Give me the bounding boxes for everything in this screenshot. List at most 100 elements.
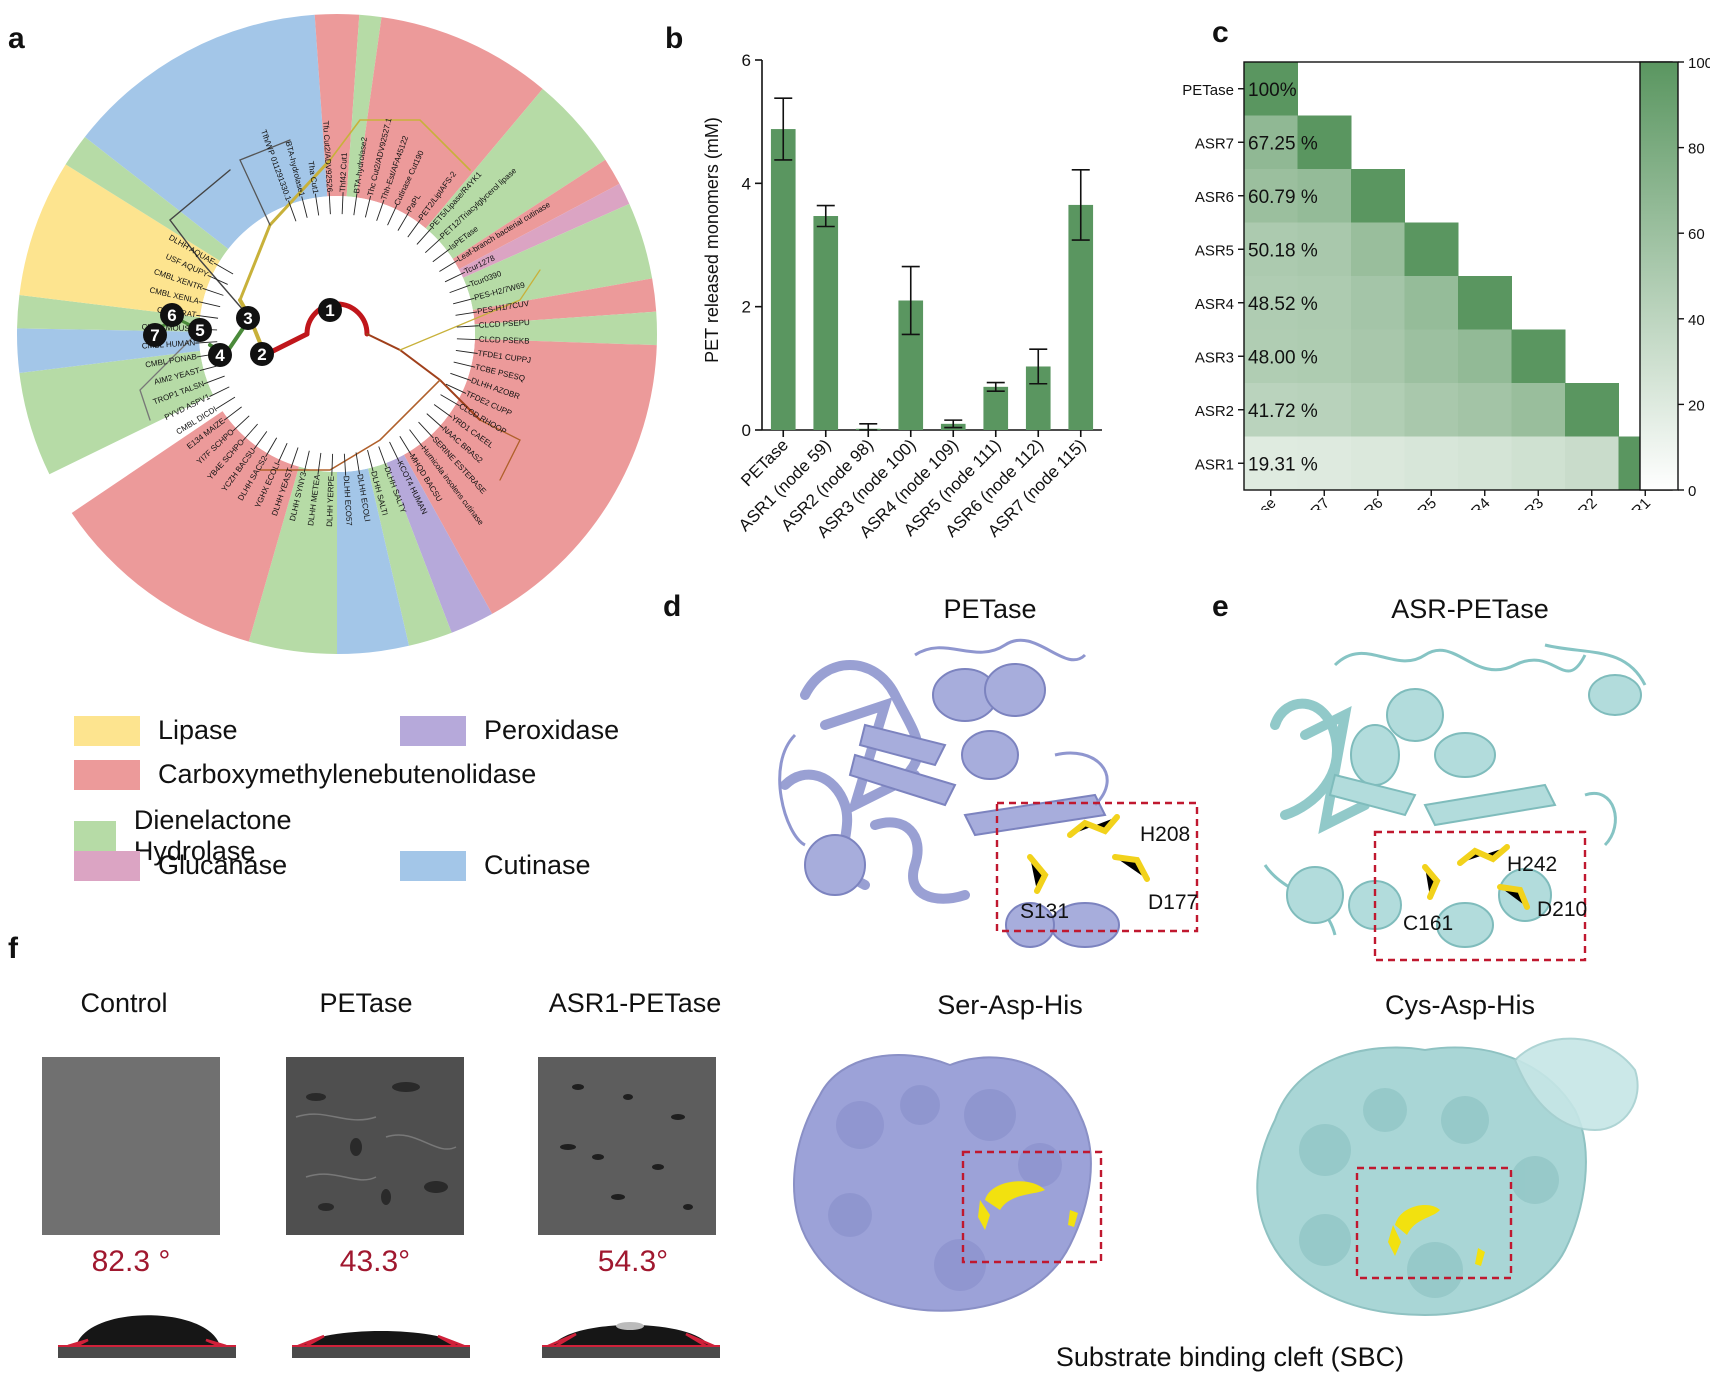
row-label: ASR1: [1195, 456, 1234, 473]
legend-swatch-cutinase: [400, 850, 466, 881]
legend-item-carboxymethylenebutenolidase: Carboxymethylenebutenolidase: [74, 759, 536, 790]
leaf-branch: [455, 311, 478, 316]
heatmap-cell: [1351, 436, 1405, 491]
identity-value: 41.72 %: [1248, 401, 1318, 422]
error-bar: [1029, 348, 1048, 385]
node-marker: [236, 306, 260, 330]
y-tick-label: 6: [742, 51, 751, 70]
legend-swatch-lipase: [74, 715, 140, 746]
panel-label-b: b: [665, 22, 684, 55]
heatmap-cell: [1297, 222, 1352, 277]
leaf-branch: [301, 196, 308, 218]
sem-image-control: [42, 1057, 220, 1235]
heatmap-cell: [1244, 383, 1298, 437]
identity-heatmap: PETase ASR7 ASR6 ASR5 ASR4 ASR3 ASR2 ASR1 100% 6…: [1182, 55, 1710, 510]
petase-cartoon-structure: H208 S131 D177: [778, 638, 1198, 948]
identity-value: 100%: [1248, 80, 1297, 101]
heatmap-cell: [1511, 383, 1566, 437]
structure-title-petase: PETase: [943, 594, 1037, 624]
leaf-label: Thf42 Cut1: [338, 152, 349, 192]
heatmap-cell: [1297, 436, 1352, 491]
node-number: 4: [215, 346, 225, 365]
node-number: 7: [150, 326, 159, 345]
panel-label-e: e: [1212, 590, 1229, 623]
leaf-branch: [456, 325, 479, 328]
leaf-label: CMBL MOUSE: [141, 323, 195, 334]
tree-sector: [425, 88, 606, 259]
row-label: PETase: [1182, 82, 1234, 99]
colorbar-tick-label: 0: [1688, 483, 1696, 500]
droplet-petase: [292, 1331, 470, 1358]
node-marker: [143, 323, 167, 347]
leaf-branch: [328, 192, 331, 215]
residue-label: D210: [1537, 898, 1587, 921]
residue-label: H242: [1507, 853, 1557, 876]
legend-label: Dienelactone Hydrolase: [133, 805, 292, 866]
panel-label-a: a: [8, 22, 25, 55]
leaf-branch: [196, 314, 219, 319]
identity-value: 48.52 %: [1248, 294, 1318, 315]
node-number: 3: [243, 309, 252, 328]
node-marker: [208, 343, 232, 367]
heatmap-cell: [1404, 276, 1459, 330]
node-number: 1: [325, 301, 334, 320]
heatmap-cell: [1244, 169, 1298, 223]
leaf-branch: [288, 200, 297, 222]
node-marker: [188, 318, 212, 342]
leaf-label: DLHH YERPE: [325, 476, 336, 527]
identity-value: 67.25 %: [1248, 133, 1318, 154]
leaf-branch: [418, 421, 434, 439]
tree-sector: [314, 13, 360, 197]
leaf-branch: [440, 394, 460, 407]
leaf-branch: [314, 193, 320, 216]
heatmap-cell: [1511, 436, 1566, 491]
bar: [770, 129, 796, 431]
node-number: 6: [167, 306, 176, 325]
node-number: 5: [195, 321, 204, 340]
leaf-branch: [445, 383, 467, 394]
leaf-branch: [353, 193, 358, 216]
heatmap-cell: [1244, 276, 1298, 330]
legend-label: Glucanase: [158, 850, 288, 880]
leaf-label: CLCD PSEPU: [478, 318, 530, 330]
sample-name-petase: PETase: [319, 988, 413, 1018]
leaf-branch: [367, 449, 374, 472]
y-tick-label: 2: [742, 298, 751, 317]
leaf-label: DLHH ECO57: [342, 475, 354, 526]
active-site-box: [1373, 830, 1587, 962]
leaf-branch: [202, 287, 224, 296]
leaf-branch: [389, 441, 400, 462]
leaf-branch: [343, 453, 347, 476]
heatmap-cell: [1351, 276, 1405, 330]
panel-label-c: c: [1212, 16, 1229, 49]
legend-item-glucanase: Glucanase: [74, 850, 287, 881]
heatmap-cell: [1404, 222, 1459, 277]
row-label: ASR6: [1195, 189, 1234, 206]
legend-label: Peroxidase: [484, 715, 620, 745]
sbc-box: [1355, 1166, 1513, 1280]
heatmap-cell: [1297, 115, 1352, 170]
bar: [813, 216, 839, 430]
heatmap-cell: [1511, 329, 1566, 384]
residue-label: C161: [1403, 912, 1453, 935]
heatmap-cell: [1297, 276, 1352, 330]
legend-item-lipase: Lipase: [74, 715, 238, 746]
tree-sector: [17, 295, 201, 332]
residue-label: H208: [1140, 823, 1190, 846]
heatmap-cell: [1244, 115, 1298, 170]
tree-sector: [337, 468, 409, 654]
legend-swatch-carboxymethylenebutenolidase: [74, 759, 140, 790]
leaf-branch: [216, 396, 236, 410]
heatmap-cell: [1458, 436, 1512, 491]
tree-sector: [248, 466, 337, 654]
identity-value: 50.18 %: [1248, 240, 1318, 261]
heatmap-cell: [1244, 222, 1298, 277]
tree-sector: [474, 311, 657, 346]
leaf-branch: [444, 271, 466, 283]
heatmap-cell: [1458, 383, 1512, 437]
leaf-branch: [407, 219, 422, 238]
catalytic-triad-label-asr: Cys-Asp-His: [1384, 990, 1535, 1020]
heatmap-cell: [1244, 436, 1298, 491]
leaf-branch: [450, 372, 472, 381]
